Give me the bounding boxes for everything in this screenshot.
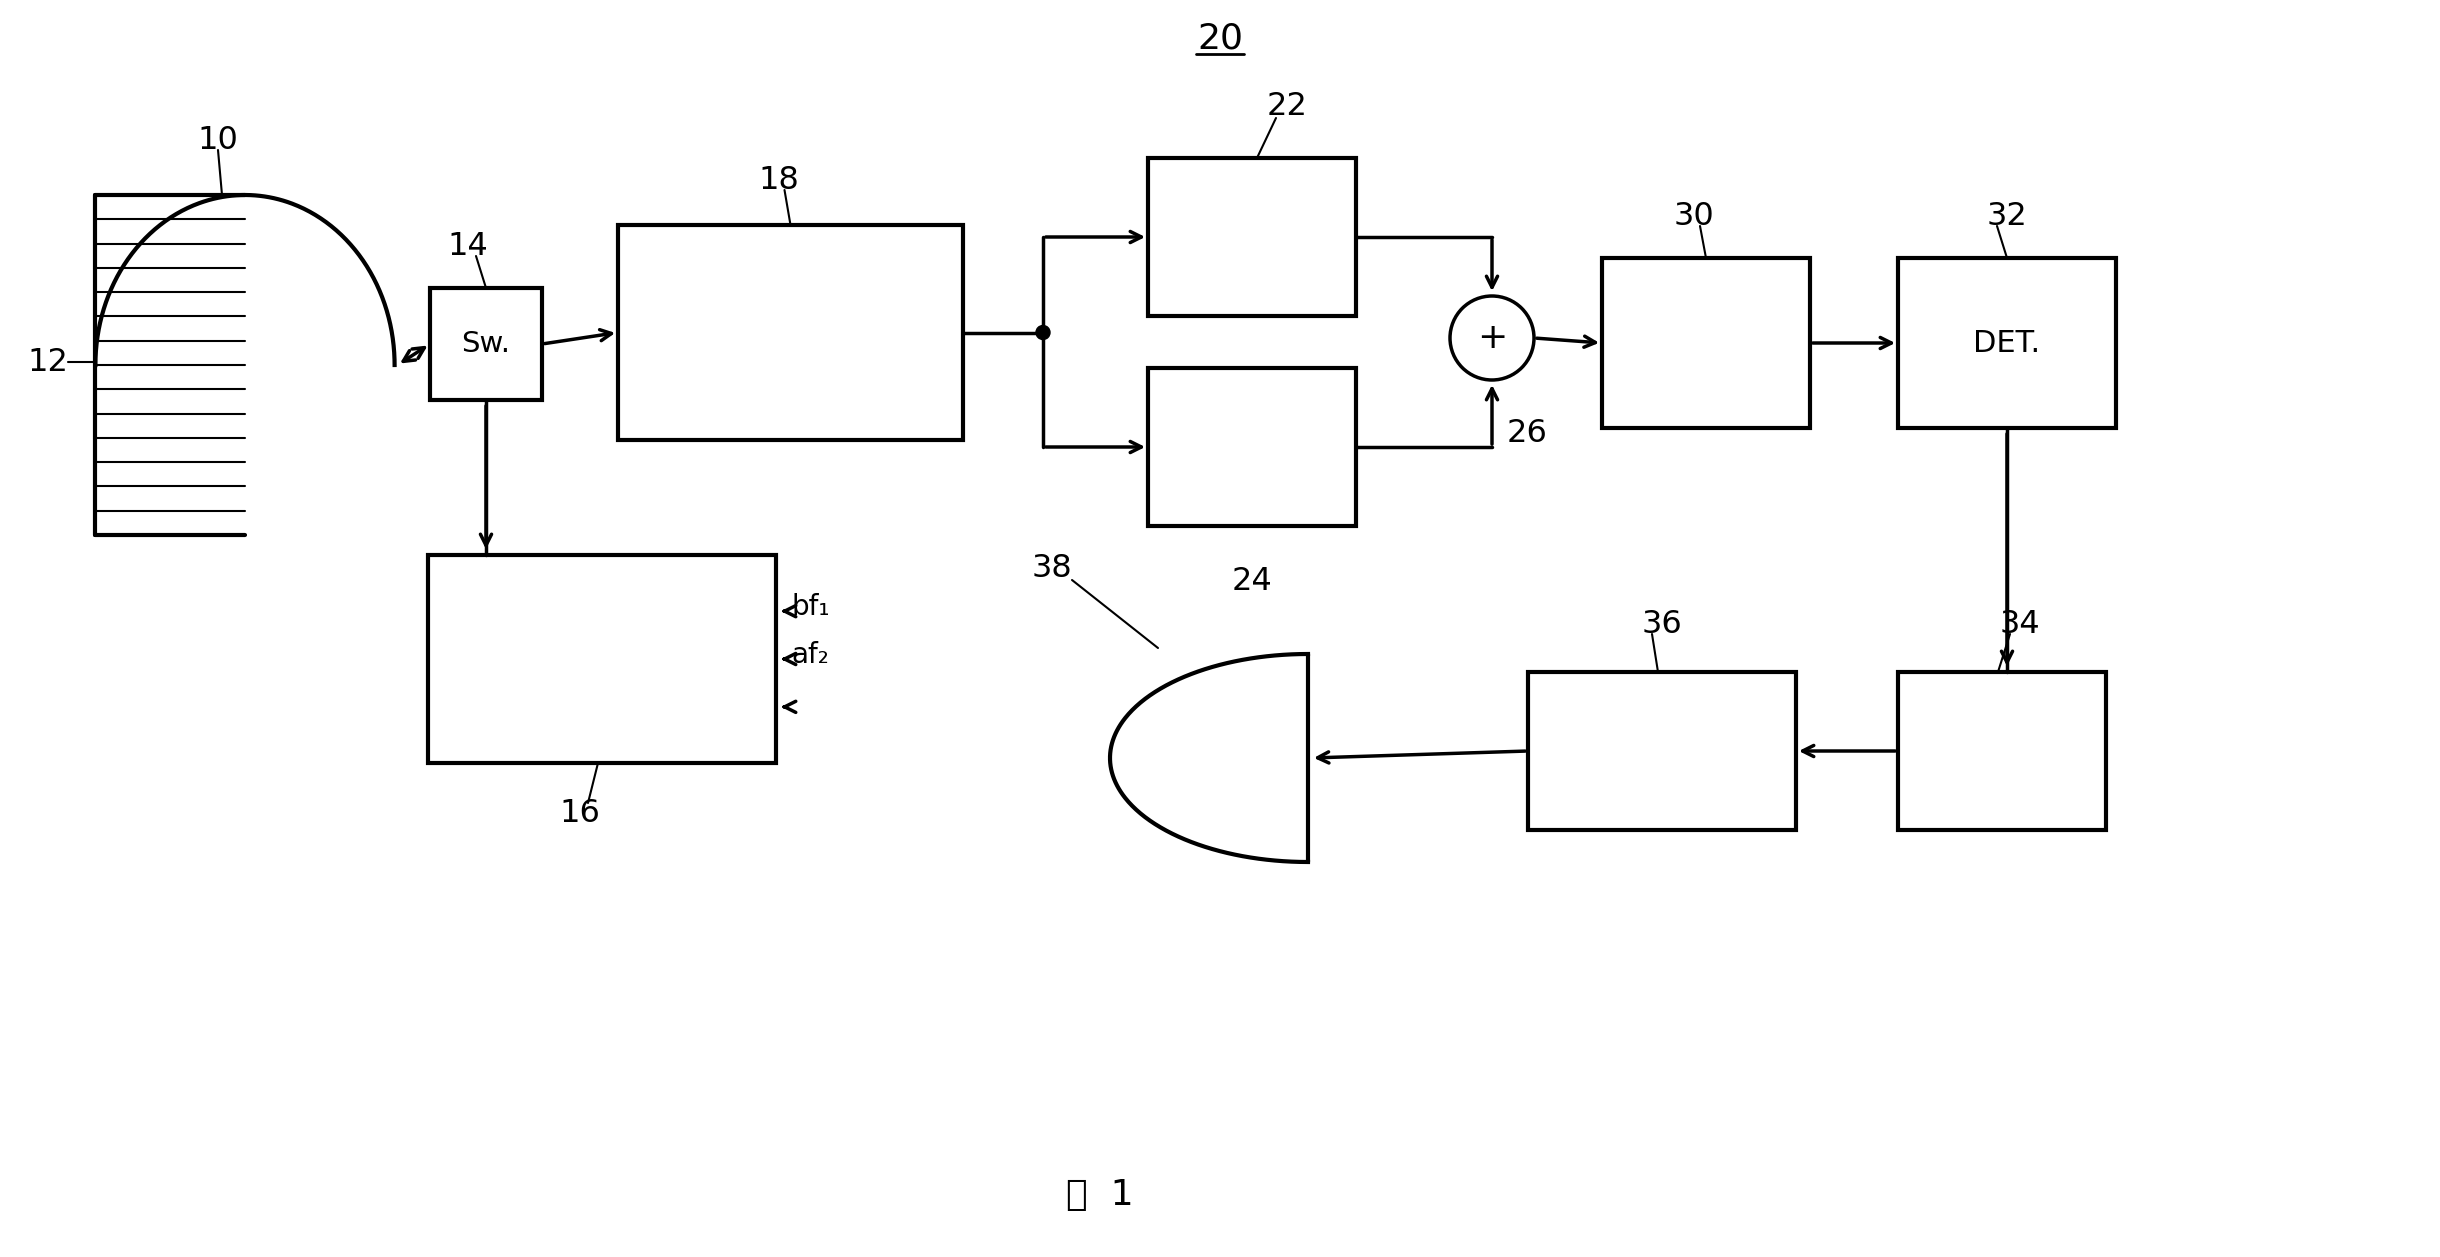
Text: 10: 10 [198, 124, 239, 156]
Text: 34: 34 [2001, 608, 2040, 640]
Text: DET.: DET. [1974, 328, 2040, 357]
Text: bf₁: bf₁ [791, 593, 830, 621]
Text: 26: 26 [1505, 417, 1547, 449]
Text: 12: 12 [27, 347, 68, 377]
Text: 30: 30 [1674, 201, 1715, 231]
Bar [427, 556, 776, 763]
Bar [617, 225, 964, 440]
Text: 22: 22 [1266, 91, 1308, 122]
Bar [429, 288, 542, 400]
Circle shape [1037, 326, 1049, 339]
Text: 36: 36 [1642, 608, 1681, 640]
Text: +: + [1476, 321, 1508, 354]
Bar [1147, 368, 1357, 525]
Text: 图  1: 图 1 [1066, 1178, 1135, 1212]
Text: 24: 24 [1232, 566, 1271, 597]
Text: 32: 32 [1986, 201, 2028, 231]
Bar [1527, 672, 1796, 830]
Text: Sw.: Sw. [461, 331, 510, 358]
Bar [1147, 158, 1357, 316]
Text: 38: 38 [1032, 553, 1071, 583]
Text: 18: 18 [759, 165, 798, 196]
Bar [1898, 258, 2115, 427]
Bar [1603, 258, 1810, 427]
Text: af₂: af₂ [791, 641, 830, 669]
Bar [1898, 672, 2106, 830]
Text: 16: 16 [559, 797, 600, 828]
Text: 14: 14 [447, 230, 488, 261]
Text: 20: 20 [1198, 21, 1242, 55]
